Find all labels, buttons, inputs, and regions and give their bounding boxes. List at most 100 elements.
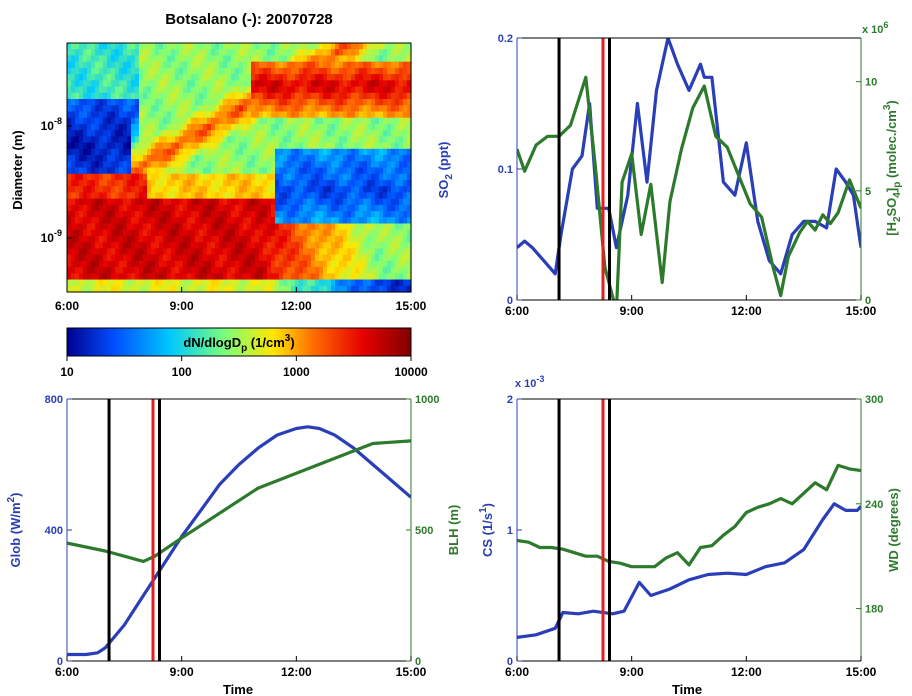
heatmap-cell — [75, 117, 80, 125]
heatmap-cell — [275, 86, 280, 94]
heatmap-cell — [367, 285, 372, 293]
heatmap-cell — [331, 49, 336, 57]
heatmap-cell — [183, 211, 188, 218]
heatmap-cell — [219, 179, 224, 187]
heatmap-cell — [319, 235, 324, 243]
heatmap-cell — [239, 55, 244, 63]
heatmap-cell — [203, 130, 208, 137]
heatmap-cell — [395, 123, 400, 131]
heatmap-cell — [287, 43, 292, 50]
heatmap-cell — [399, 267, 404, 274]
heatmap-cell — [299, 248, 304, 256]
heatmap-cell — [151, 211, 156, 218]
heatmap-cell — [203, 74, 208, 81]
heatmap-cell — [275, 173, 280, 181]
heatmap-cell — [143, 267, 148, 274]
heatmap-cell — [387, 273, 392, 281]
heatmap-cell — [223, 204, 228, 212]
heatmap-cell — [87, 86, 92, 94]
heatmap-cell — [155, 148, 160, 156]
heatmap-cell — [135, 204, 140, 212]
heatmap-cell — [339, 223, 344, 231]
heatmap-cell — [255, 242, 260, 250]
heatmap-cell — [147, 74, 152, 81]
heatmap-cell — [259, 92, 264, 100]
heatmap-cell — [195, 43, 200, 50]
heatmap-cell — [87, 223, 92, 231]
heatmap-cell — [95, 204, 100, 212]
heatmap-cell — [383, 198, 388, 206]
heatmap-cell — [391, 111, 396, 119]
heatmap-cell — [95, 273, 100, 281]
heatmap-cell — [199, 61, 204, 69]
heatmap-cell — [167, 254, 172, 262]
heatmap-cell — [395, 285, 400, 293]
heatmap-cell — [79, 223, 84, 231]
heatmap-cell — [291, 117, 296, 125]
heatmap-cell — [331, 136, 336, 144]
heatmap-cell — [199, 260, 204, 268]
heatmap-cell — [163, 80, 168, 88]
heatmap-cell — [103, 260, 108, 268]
heatmap-cell — [283, 217, 288, 225]
heatmap-cell — [407, 235, 412, 243]
heatmap-cell — [71, 74, 76, 81]
heatmap-cell — [271, 117, 276, 125]
heatmap-cell — [315, 92, 320, 100]
heatmap-cell — [211, 211, 216, 218]
heatmap-cell — [271, 173, 276, 181]
heatmap-cell — [155, 86, 160, 94]
heatmap-cell — [147, 267, 152, 274]
heatmap-cell — [199, 123, 204, 131]
heatmap-cell — [203, 105, 208, 113]
heatmap-cell — [235, 223, 240, 231]
heatmap-cell — [87, 142, 92, 150]
heatmap-cell — [79, 254, 84, 262]
heatmap-cell — [207, 99, 212, 106]
heatmap-cell — [195, 273, 200, 281]
heatmap-cell — [319, 80, 324, 88]
heatmap-cell — [163, 173, 168, 181]
heatmap-cell — [355, 61, 360, 69]
heatmap-cell — [91, 198, 96, 206]
heatmap-cell — [235, 148, 240, 156]
heatmap-cell — [403, 285, 408, 293]
heatmap-cell — [123, 279, 128, 287]
heatmap-cell — [91, 179, 96, 187]
heatmap-cell — [403, 117, 408, 125]
heatmap-cell — [347, 61, 352, 69]
heatmap-cell — [91, 61, 96, 69]
heatmap-cell — [87, 273, 92, 281]
heatmap-cell — [339, 55, 344, 63]
heatmap-cell — [219, 155, 224, 162]
heatmap-cell — [227, 198, 232, 206]
heatmap-cell — [219, 167, 224, 175]
heatmap-cell — [187, 235, 192, 243]
heatmap-cell — [399, 279, 404, 287]
heatmap-cell — [379, 74, 384, 81]
heatmap-cell — [275, 99, 280, 106]
heatmap-cell — [211, 92, 216, 100]
heatmap-cell — [215, 111, 220, 119]
heatmap-cell — [195, 267, 200, 274]
heatmap-cell — [203, 186, 208, 193]
heatmap-cell — [335, 67, 340, 75]
heatmap-cell — [399, 80, 404, 88]
heatmap-cell — [387, 242, 392, 250]
heatmap-cell — [399, 242, 404, 250]
heatmap-cell — [363, 248, 368, 256]
heatmap-cell — [135, 279, 140, 287]
heatmap-cell — [159, 61, 164, 69]
heatmap-cell — [151, 217, 156, 225]
heatmap-cell — [383, 217, 388, 225]
heatmap-cell — [103, 86, 108, 94]
heatmap-cell — [183, 74, 188, 81]
heatmap-cell — [143, 111, 148, 119]
heatmap-cell — [367, 167, 372, 175]
heatmap-cell — [263, 260, 268, 268]
heatmap-cell — [311, 198, 316, 206]
heatmap-cell — [395, 186, 400, 193]
heatmap-cell — [243, 136, 248, 144]
heatmap-cell — [319, 123, 324, 131]
heatmap-cell — [343, 99, 348, 106]
